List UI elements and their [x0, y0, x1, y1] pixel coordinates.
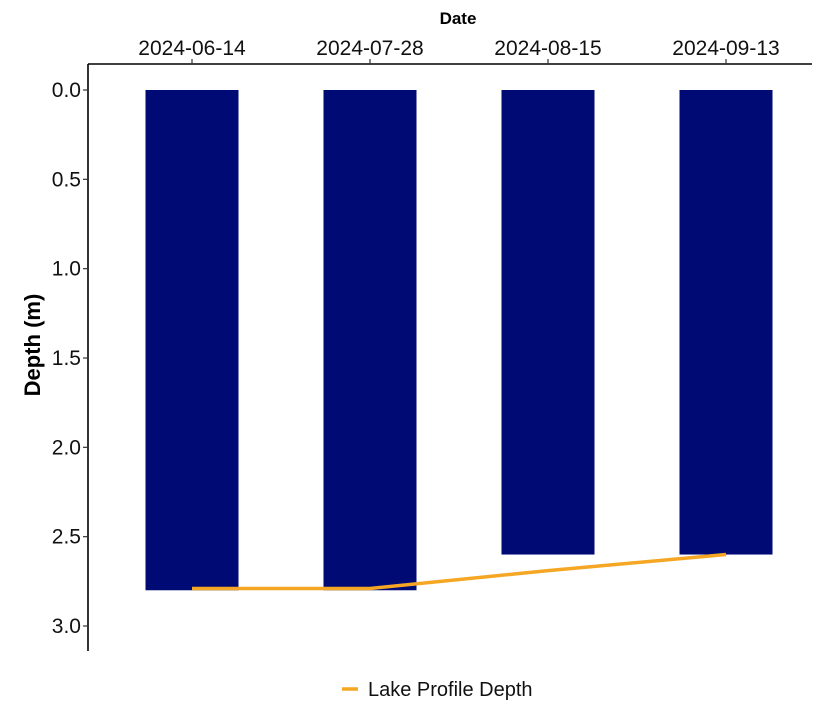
axes-layer: 0.0 0.5 1.0 1.5 2.0 2.5 3.0 2024-06-14 2024-07-2…: [52, 37, 812, 651]
y-tick-label: 2.5: [52, 526, 81, 549]
bars-layer: [145, 90, 773, 591]
x-tick-label: 2024-06-14: [138, 37, 246, 60]
bar-2024-06-14: [145, 90, 239, 591]
line-layer: [192, 552, 727, 591]
y-tick-label: 0.0: [52, 79, 81, 102]
x-tick-label: 2024-08-15: [494, 37, 601, 60]
y-tick-label: 1.0: [52, 258, 81, 281]
series-line-lake-profile-depth: [192, 552, 727, 591]
y-tick-label: 1.5: [52, 347, 81, 370]
bar-2024-07-28: [323, 90, 417, 591]
legend-label: Lake Profile Depth: [368, 679, 533, 701]
bar-2024-08-15: [501, 90, 595, 555]
legend: Lake Profile Depth: [342, 679, 533, 701]
x-tick-label: 2024-07-28: [316, 37, 423, 60]
bar-2024-09-13: [679, 90, 773, 555]
y-tick-label: 2.0: [52, 436, 81, 459]
x-tick-label: 2024-09-13: [672, 37, 779, 60]
x-axis-title: Date: [440, 9, 477, 28]
y-axis-title: Depth (m): [20, 294, 45, 397]
y-tick-label: 3.0: [52, 615, 81, 638]
y-tick-label: 0.5: [52, 168, 81, 191]
